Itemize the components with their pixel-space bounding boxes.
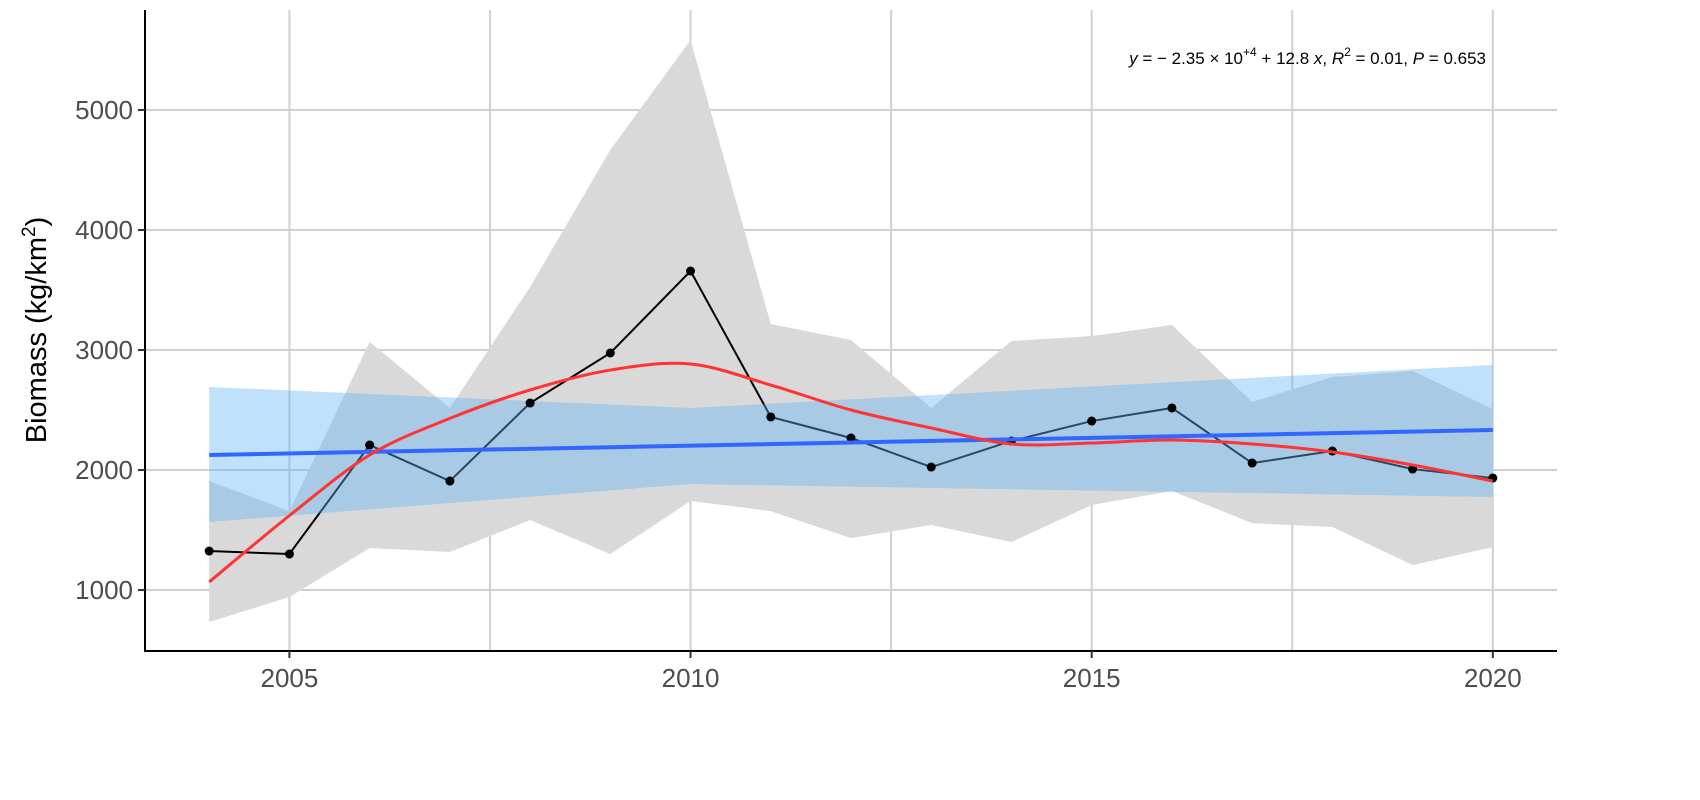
data-point — [525, 398, 535, 408]
linear-fit-line — [209, 428, 1493, 458]
y-axis-label-sup: 2 — [19, 226, 40, 237]
axes: 2005 2010 2015 2020 1000 2000 3000 4000 5000 — [75, 10, 1557, 693]
data-point — [766, 412, 776, 422]
regression-annotation: y = − 2.35 × 10+4 + 12.8 x, R2 = 0.01, P… — [1128, 45, 1486, 68]
x-tick-label: 2005 — [260, 663, 318, 693]
ribbons — [209, 40, 1493, 623]
data-point — [1087, 416, 1097, 426]
data-point — [686, 266, 696, 276]
data-point — [365, 440, 375, 450]
x-tick-label: 2015 — [1063, 663, 1121, 693]
y-tick-label: 2000 — [75, 455, 133, 485]
y-tick-label: 4000 — [75, 215, 133, 245]
data-point — [1167, 403, 1177, 413]
x-tick-label: 2010 — [662, 663, 720, 693]
y-tick-label: 5000 — [75, 95, 133, 125]
y-tick-label: 3000 — [75, 335, 133, 365]
data-point — [284, 549, 294, 559]
y-tick-label: 1000 — [75, 575, 133, 605]
data-point — [846, 433, 856, 443]
smooth-curve — [208, 361, 1494, 584]
data-point — [605, 348, 615, 358]
data-point — [926, 462, 936, 472]
y-axis-label: Biomass (kg/km2) — [19, 217, 53, 444]
data-point — [204, 546, 214, 556]
x-tick-label: 2020 — [1464, 663, 1522, 693]
data-point — [445, 476, 455, 486]
lines — [204, 266, 1498, 584]
data-point — [1247, 458, 1257, 468]
observed-interval-ribbon — [209, 40, 1493, 623]
